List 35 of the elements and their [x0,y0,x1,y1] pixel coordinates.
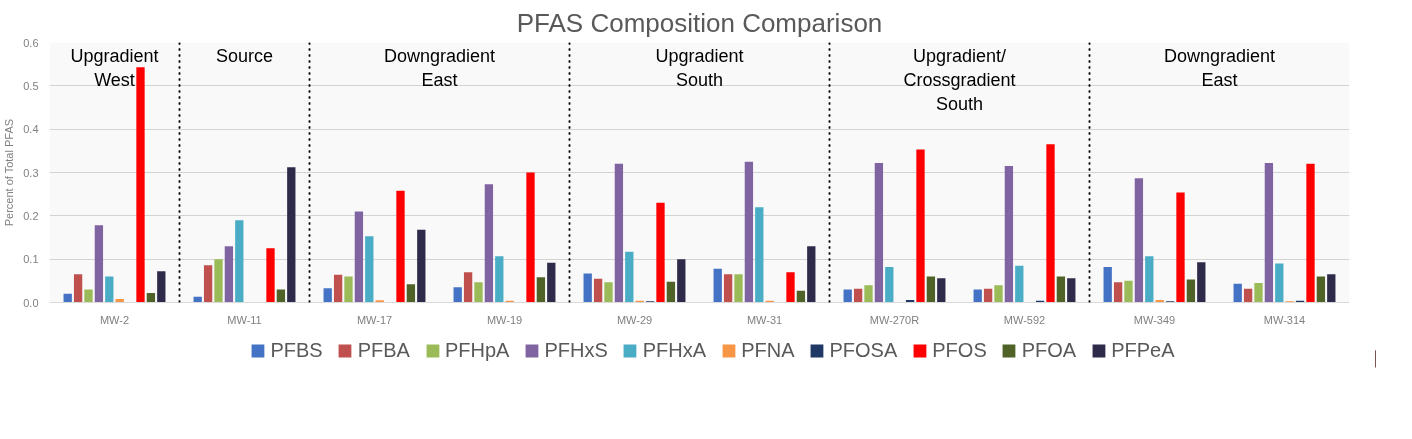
band-label: Downgradient East [383,46,496,91]
x-tick-label: MW-11 [227,313,262,326]
x-tick-label: MW-349 [1133,313,1176,326]
y-tick-label: 0.4 [23,123,39,136]
x-tick-label: MW-17 [356,313,393,326]
y-tick-label: 0.5 [23,79,39,92]
x-tick-label: MW-19 [486,313,523,326]
y-tick-label: 0.6 [23,36,39,49]
band-label: Upgradient West [70,46,159,91]
legend-label: PFPeA [1111,338,1175,362]
legend-label: PFOA [1021,338,1077,362]
legend-label: PFNA [741,338,795,362]
band-label: Source [215,46,274,67]
y-tick-label: 0.3 [23,166,39,179]
x-tick-label: MW-31 [746,313,783,326]
legend-label: PFHpA [444,338,510,362]
y-axis-title: Percent of Total PFAS [3,118,16,227]
legend-label: PFHxS [544,338,608,362]
band-label: Upgradient/ Crossgradient South [903,46,1016,115]
x-tick-label: MW-592 [1003,313,1046,326]
chart-title: PFAS Composition Comparison [516,7,883,38]
band-label: Downgradient East [1163,46,1276,91]
y-tick-label: 0.0 [23,296,39,309]
x-tick-label: MW-29 [616,313,653,326]
legend-label: PFOSA [829,338,898,362]
y-tick-label: 0.2 [23,209,39,222]
legend-label: PFBA [357,338,410,362]
legend-label: PFOS [932,338,987,362]
legend-label: PFBS [270,338,323,362]
band-label: Upgradient South [655,46,744,91]
x-tick-label: MW-2 [99,313,130,326]
x-tick-label: MW-270R [869,313,920,326]
x-tick-label: MW-314 [1263,313,1306,326]
legend-label: PFHxA [642,338,707,362]
y-tick-label: 0.1 [23,253,39,266]
